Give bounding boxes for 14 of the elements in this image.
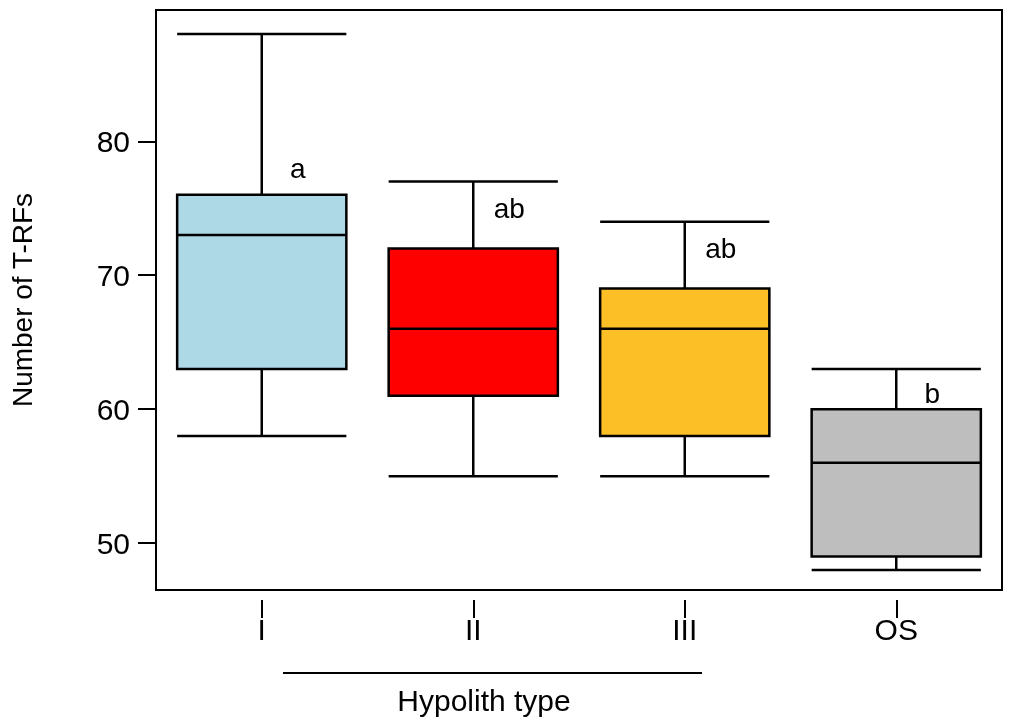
y-tick-label: 50 xyxy=(96,526,130,560)
y-tick-label: 80 xyxy=(96,124,130,158)
x-tick-label: OS xyxy=(874,612,918,646)
x-tick-label: II xyxy=(464,612,482,646)
y-axis-title: Number of T-RFs xyxy=(6,192,38,408)
x-axis-title: Hypolith type xyxy=(397,683,571,717)
annotation: a xyxy=(289,152,306,184)
annotation: ab xyxy=(493,192,525,224)
annotation: ab xyxy=(705,232,737,264)
y-tick-label: 60 xyxy=(96,392,130,426)
y-tick-label: 70 xyxy=(96,258,130,292)
annotation: b xyxy=(924,377,941,409)
x-tick-label: III xyxy=(672,612,698,646)
x-tick-label: I xyxy=(257,612,266,646)
